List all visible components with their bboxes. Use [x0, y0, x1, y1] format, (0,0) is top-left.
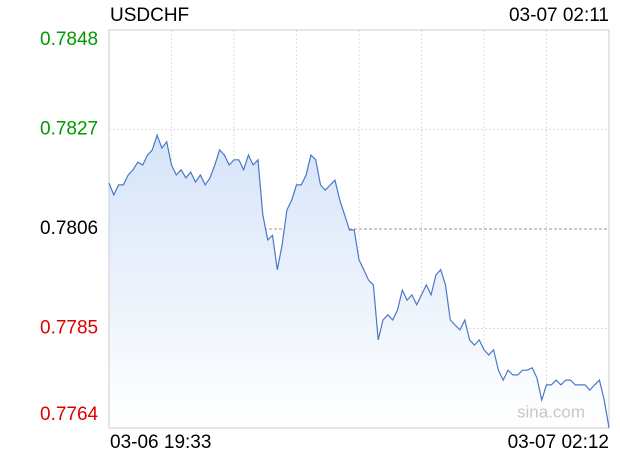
- plot-frame: [108, 29, 610, 429]
- area: [109, 135, 609, 428]
- watermark: sina.com: [517, 402, 585, 421]
- timestamp: 03-07 02:11: [509, 5, 609, 26]
- chart-title: USDCHF: [110, 5, 189, 26]
- x-tick-label: 03-06 19:33: [110, 432, 211, 453]
- x-tick-label: 03-07 02:12: [508, 432, 609, 453]
- y-tick-label: 0.7785: [40, 318, 98, 339]
- y-tick-label: 0.7806: [40, 218, 98, 239]
- line: [108, 133, 610, 429]
- y-tick-label: 0.7827: [40, 119, 98, 140]
- y-tick-label: 0.7848: [40, 29, 98, 50]
- y-tick-label: 0.7764: [40, 404, 99, 425]
